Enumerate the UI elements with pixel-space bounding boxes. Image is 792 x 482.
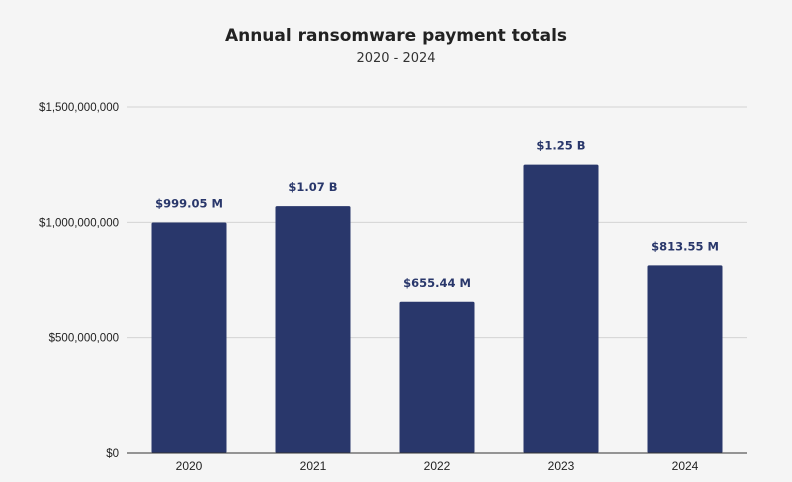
- y-tick-label: $500,000,000: [49, 333, 119, 345]
- data-label: $1.07 B: [288, 180, 337, 194]
- bar-2023: [523, 164, 599, 453]
- data-labels: $999.05 M $1.07 B $655.44 M $1.25 B $813.55 …: [155, 139, 719, 290]
- x-axis: 2020 2021 2022 2023 2024: [127, 452, 747, 473]
- bar-2022: [399, 301, 475, 453]
- bar-2020: [151, 222, 227, 453]
- y-tick-label: $0: [106, 448, 119, 460]
- x-tick-label: 2024: [672, 459, 699, 473]
- bars: [151, 164, 723, 453]
- bar-2021: [275, 206, 351, 453]
- y-tick-label: $1,500,000,000: [39, 102, 119, 114]
- x-tick-label: 2022: [424, 459, 451, 473]
- x-tick-label: 2023: [548, 459, 575, 473]
- y-tick-label: $1,000,000,000: [39, 217, 119, 229]
- data-label: $813.55 M: [651, 239, 719, 253]
- chart-title: Annual ransomware payment totals: [225, 26, 567, 46]
- y-axis: $0 $500,000,000 $1,000,000,000 $1,500,000,0…: [39, 102, 119, 460]
- data-label: $1.25 B: [536, 139, 585, 153]
- data-label: $999.05 M: [155, 197, 223, 211]
- chart-subtitle: 2020 - 2024: [356, 51, 435, 66]
- bar-2024: [647, 265, 723, 453]
- x-tick-label: 2020: [176, 459, 203, 473]
- x-tick-label: 2021: [300, 459, 327, 473]
- data-label: $655.44 M: [403, 276, 471, 290]
